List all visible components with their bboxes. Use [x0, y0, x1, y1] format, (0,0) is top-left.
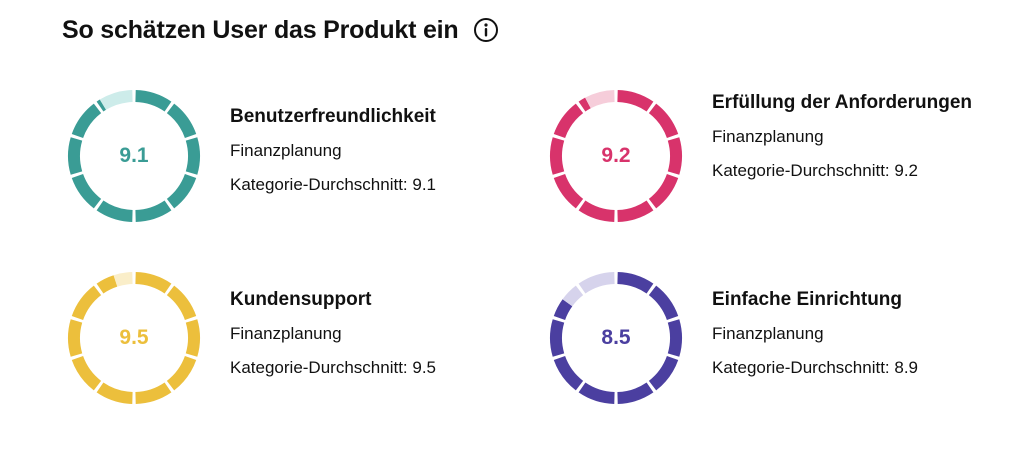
- category-label: Finanzplanung: [712, 127, 824, 146]
- ring-segment-empty: [113, 272, 133, 287]
- score-value: 8.5: [601, 326, 631, 349]
- metric-name: Kundensupport: [230, 289, 372, 310]
- ring-center: [562, 102, 670, 210]
- ring-segment-filled: [553, 299, 573, 321]
- ring-segment-filled: [550, 319, 565, 357]
- ring-segment-filled: [553, 103, 584, 139]
- rating-card-kundensupport: 9.5 Kundensupport Finanzplanung Kategori…: [64, 268, 504, 418]
- ring-segment-filled: [96, 200, 133, 222]
- ring-center: [80, 102, 188, 210]
- category-average: Kategorie-Durchschnitt: 9.1: [230, 175, 436, 194]
- ring-segment-filled: [135, 200, 172, 222]
- ring-segment-filled: [617, 382, 654, 404]
- ring-segment-filled: [648, 285, 679, 321]
- ring-segment-filled: [667, 319, 682, 357]
- ring-segment-filled: [648, 173, 679, 209]
- ring-segment-filled: [166, 173, 197, 209]
- ring-segment-filled: [71, 173, 102, 209]
- ring-segment-filled: [166, 103, 197, 139]
- ring-segment-empty: [585, 90, 615, 109]
- ring-segment-filled: [553, 173, 584, 209]
- category-label: Finanzplanung: [230, 324, 342, 343]
- category-label: Finanzplanung: [712, 324, 824, 343]
- ring-segment-filled: [71, 355, 102, 391]
- ring-center: [562, 284, 670, 392]
- ring-segment-filled: [185, 319, 200, 357]
- ring-segment-filled: [71, 103, 102, 139]
- ring-segment-empty: [99, 90, 133, 110]
- ring-segment-filled: [648, 355, 679, 391]
- metric-name: Einfache Einrichtung: [712, 289, 903, 310]
- header: So schätzen User das Produkt ein: [62, 14, 499, 46]
- ring-center: [80, 284, 188, 392]
- ring-segment-filled: [553, 355, 584, 391]
- category-average: Kategorie-Durchschnitt: 9.2: [712, 161, 918, 180]
- ring-segment-filled: [550, 137, 565, 175]
- ring-segment-empty: [562, 285, 584, 307]
- category-average: Kategorie-Durchschnitt: 8.9: [712, 358, 918, 377]
- score-ring: [68, 90, 200, 222]
- rating-card-erfuellung-der-anforderungen: 9.2 Erfüllung der Anforderungen Finanzpl…: [546, 86, 986, 236]
- score-ring: [68, 272, 200, 404]
- category-average: Kategorie-Durchschnitt: 9.5: [230, 358, 436, 377]
- ring-segment-filled: [96, 275, 118, 294]
- ring-segment-filled: [71, 285, 102, 321]
- score-value: 9.5: [119, 326, 149, 349]
- ring-segment-filled: [578, 200, 615, 222]
- score-ring: [550, 272, 682, 404]
- info-circle-icon[interactable]: [473, 17, 499, 43]
- rating-card-benutzerfreundlichkeit: 9.1 Benutzerfreundlichkeit Finanzplanung…: [64, 86, 504, 236]
- ring-segment-filled: [667, 137, 682, 175]
- ring-segment-filled: [68, 137, 83, 175]
- ring-segment-filled: [135, 382, 172, 404]
- category-label: Finanzplanung: [230, 141, 342, 160]
- ring-segment-filled: [166, 355, 197, 391]
- ring-segment-empty: [578, 272, 615, 294]
- ring-segment-filled: [648, 103, 679, 139]
- ring-segment-filled: [185, 137, 200, 175]
- ring-segment-filled: [68, 319, 83, 357]
- score-value: 9.1: [119, 144, 149, 167]
- ring-segment-filled: [135, 90, 172, 112]
- page-title: So schätzen User das Produkt ein: [62, 16, 459, 44]
- ring-segment-filled: [135, 272, 172, 294]
- score-ring: [550, 90, 682, 222]
- ring-segment-filled: [617, 272, 654, 294]
- metric-name: Benutzerfreundlichkeit: [230, 106, 436, 127]
- ring-segment-filled: [578, 97, 591, 112]
- ring-segment-filled: [578, 382, 615, 404]
- metric-name: Erfüllung der Anforderungen: [712, 92, 973, 113]
- rating-card-einfache-einrichtung: 8.5 Einfache Einrichtung Finanzplanung K…: [546, 268, 986, 418]
- ring-segment-filled: [96, 382, 133, 404]
- score-value: 9.2: [601, 144, 631, 167]
- ring-segment-filled: [96, 99, 107, 112]
- ring-segment-filled: [617, 90, 654, 112]
- ring-segment-filled: [617, 200, 654, 222]
- ring-segment-filled: [166, 285, 197, 321]
